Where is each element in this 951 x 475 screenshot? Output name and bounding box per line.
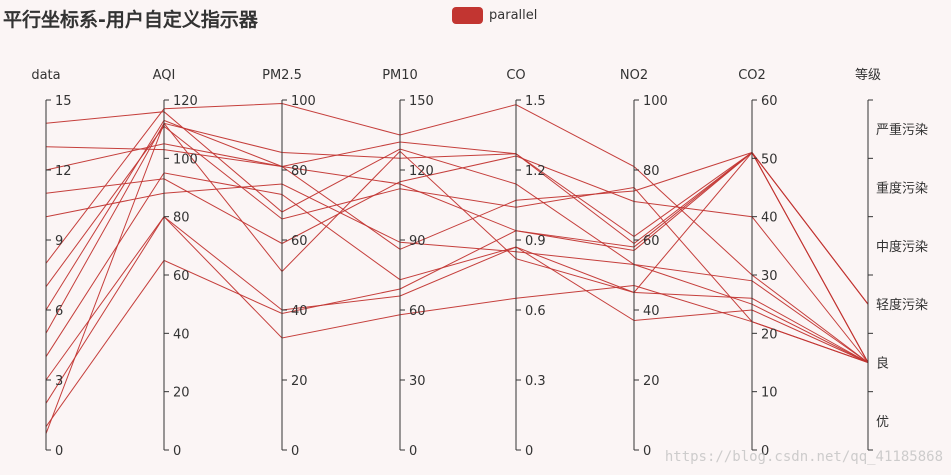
series-line-10[interactable] [45,172,869,363]
tick-label: 0.9 [525,234,546,249]
tick-label: 0 [55,444,63,459]
axis-name: CO2 [738,68,766,83]
axis-name: AQI [153,68,176,83]
chart-title: 平行坐标系-用户自定义指示器 [3,9,258,31]
tick-label: 40 [291,304,308,319]
tick-label: 60 [761,94,778,109]
tick-label: 100 [173,152,198,167]
tick-label: 15 [55,94,72,109]
tick-label: 0 [173,444,181,459]
tick-label: 1.5 [525,94,546,109]
axis-5: CO 0 0.3 0.6 0.9 1.2 1.5 [506,68,545,459]
axis-name: PM2.5 [262,68,302,83]
tick-label: 40 [173,327,190,342]
axis-8: 等级优 良 轻度污染 中度污染 重度污染 严重污染 [855,67,928,451]
series-line-5[interactable] [45,183,869,363]
tick-label: 120 [173,94,198,109]
tick-label: 0 [525,444,533,459]
tick-label: 中度污染 [876,239,928,255]
tick-label: 50 [761,152,778,167]
axes: data03691215AQI020406080100120PM2.502040… [31,67,928,459]
tick-label: 20 [761,327,778,342]
tick-label: 10 [761,386,778,401]
tick-label: 120 [409,164,434,179]
axis-name: NO2 [620,68,648,83]
series-lines [45,102,869,434]
tick-label: 20 [291,374,308,389]
axis-1: data 0 3 6 9 12 15 [31,68,71,459]
tick-label: 40 [761,211,778,226]
tick-label: 3 [55,374,63,389]
tick-label: 20 [643,374,660,389]
axis-name: 等级 [855,67,881,83]
series-line-8[interactable] [45,119,869,311]
tick-label: 40 [643,304,660,319]
tick-label: 6 [55,304,63,319]
tick-label: 0 [409,444,417,459]
tick-label: 重度污染 [876,181,928,197]
axis-name: CO [506,68,525,83]
tick-label: 60 [409,304,426,319]
series-line-11[interactable] [45,151,869,381]
axis-7: CO2 0 10 20 30 40 50 60 [738,68,777,459]
legend-swatch[interactable] [452,7,483,24]
series-line-2[interactable] [45,146,869,363]
tick-label: 100 [291,94,316,109]
tick-label: 0 [291,444,299,459]
tick-label: 80 [291,164,308,179]
tick-label: 60 [643,234,660,249]
tick-label: 12 [55,164,72,179]
series-line-7[interactable] [45,125,869,363]
tick-label: 80 [173,211,190,226]
axis-name: PM10 [382,68,418,83]
axis-6: NO2 0 20 40 60 80 100 [620,68,668,459]
tick-label: 优 [876,415,889,430]
tick-label: 80 [643,164,660,179]
axis-3: PM2.5 0 20 40 60 80 100 [262,68,316,459]
series-line-4[interactable] [45,155,869,363]
tick-label: 60 [173,269,190,284]
axis-name: data [31,68,60,83]
tick-label: 100 [643,94,668,109]
series-line-6[interactable] [45,102,869,363]
tick-label: 150 [409,94,434,109]
tick-label: 1.2 [525,164,546,179]
tick-label: 0.6 [525,304,546,319]
tick-label: 严重污染 [876,122,928,138]
tick-label: 20 [173,386,190,401]
tick-label: 90 [409,234,426,249]
axis-4: PM10 0 30 60 90 120 150 [382,68,434,459]
tick-label: 良 [876,356,889,372]
series-line-1[interactable] [45,111,869,363]
watermark: https://blog.csdn.net/qq_41185868 [664,449,943,465]
series-line-12[interactable] [45,215,869,404]
legend[interactable]: parallel [452,7,537,24]
series-line-13[interactable] [45,151,869,427]
tick-label: 0 [643,444,651,459]
legend-label[interactable]: parallel [489,8,538,23]
tick-label: 30 [761,269,778,284]
series-line-14[interactable] [45,122,869,434]
tick-label: 0 [761,444,769,459]
axis-2: AQI 0 20 40 60 80 100 120 [153,68,198,459]
tick-label: 轻度污染 [876,297,928,313]
tick-label: 9 [55,234,63,249]
series-line-9[interactable] [45,122,869,363]
tick-label: 30 [409,374,426,389]
tick-label: 0.3 [525,374,546,389]
tick-label: 60 [291,234,308,249]
